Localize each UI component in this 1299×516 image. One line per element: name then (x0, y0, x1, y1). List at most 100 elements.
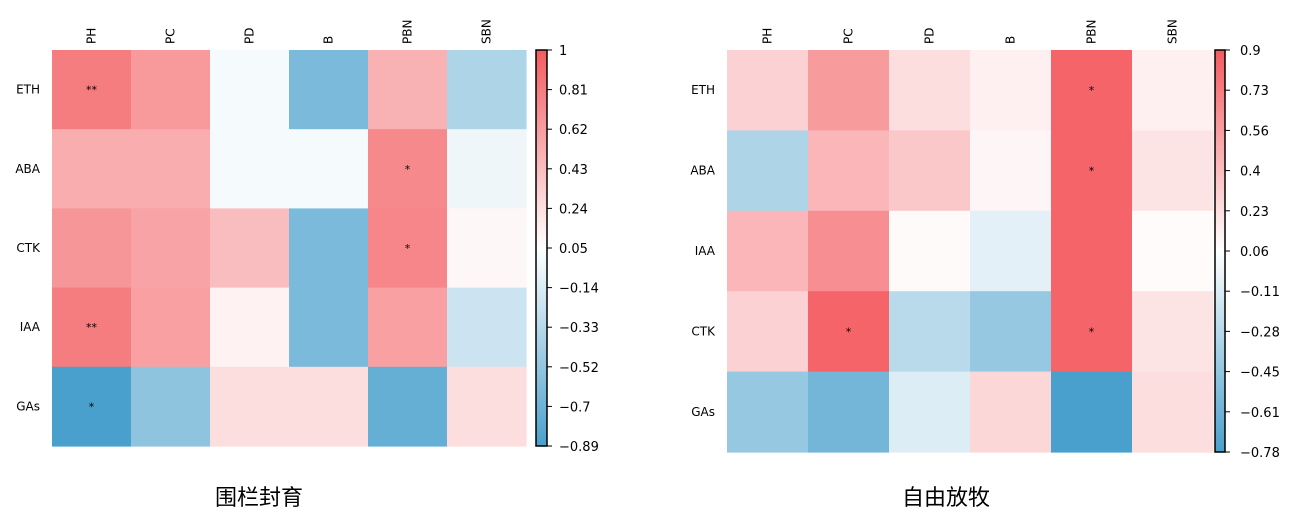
heatmap-cell (368, 208, 448, 289)
heatmap-cell (289, 129, 369, 209)
heatmap-cell (727, 371, 809, 453)
row-label: ETH (16, 83, 40, 97)
column-label: PBN (401, 20, 415, 44)
colorbar-tick-label: −0.78 (1240, 446, 1280, 461)
colorbar-tick-label: 0.43 (559, 163, 588, 178)
colorbar-tick-label: 1 (559, 44, 567, 59)
colorbar (1214, 49, 1226, 453)
column-label: PD (923, 28, 937, 44)
panel-title: 自由放牧 (902, 486, 990, 511)
colorbar-tick-label: −0.14 (559, 282, 599, 297)
row-label: ETH (691, 83, 715, 97)
heatmap-cell (447, 287, 527, 368)
column-label: PH (85, 28, 99, 44)
column-label: PH (761, 28, 775, 44)
row-label: IAA (695, 244, 716, 258)
significance-marker: * (405, 242, 411, 255)
heatmap-cell (970, 50, 1052, 131)
colorbar-tick-label: 0.56 (1240, 124, 1269, 139)
heatmap-cell (808, 371, 890, 453)
colorbar-tick-label: −0.52 (559, 361, 599, 376)
heatmap-cell (131, 50, 211, 130)
heatmap-cell (727, 130, 809, 212)
colorbar-tick-label: 0.23 (1240, 205, 1269, 220)
colorbar-tick-label: 0.06 (1240, 245, 1269, 260)
colorbar-tick-label: −0.45 (1240, 366, 1280, 381)
heatmap-cell (889, 371, 971, 453)
heatmap-cell (368, 287, 448, 368)
heatmap-cell (131, 287, 211, 368)
significance-marker: * (405, 163, 411, 176)
heatmap-cell (210, 129, 290, 209)
heatmap-cell (1051, 130, 1133, 212)
heatmap-cell (52, 50, 132, 130)
column-label: PD (243, 28, 257, 44)
heatmap-cell (970, 130, 1052, 212)
heatmap-cell (52, 208, 132, 289)
colorbar-tick-label: −0.28 (1240, 325, 1280, 340)
colorbar-tick-label: −0.33 (559, 321, 599, 336)
heatmap-cell (889, 210, 971, 292)
heatmap-panel-grazing: * * * * PH PC PD B PBN SBN ETH ABA IAA CTK GAs 0.9 0.73 0… (690, 19, 1280, 511)
heatmap-cell (1132, 291, 1214, 373)
heatmap-cell (289, 287, 369, 368)
colorbar-tick-label: 0.62 (559, 123, 588, 138)
row-label: GAs (16, 399, 40, 413)
heatmap-cell (808, 291, 890, 373)
heatmap-panel-fenced: *******PH PC PD B PBN SBNETHABACTKIAAGAs10.81… (15, 19, 599, 511)
heatmap-cell (447, 208, 527, 289)
significance-marker: ** (86, 321, 98, 334)
significance-marker: * (1089, 165, 1095, 178)
heatmap-cell (889, 291, 971, 373)
colorbar-tick-label: 0.24 (559, 202, 588, 217)
row-label: ABA (690, 164, 715, 178)
colorbar-tick-label: −0.11 (1240, 285, 1280, 300)
heatmap-cell (131, 366, 211, 447)
colorbar-tick-label: 0.4 (1240, 165, 1261, 180)
row-label: GAs (691, 405, 715, 419)
colorbar-tick-label: 0.9 (1240, 44, 1261, 59)
heatmap-cell (727, 50, 809, 131)
significance-marker: * (1089, 325, 1095, 338)
heatmap-cell (727, 291, 809, 373)
significance-marker: * (89, 400, 95, 413)
significance-marker: ** (86, 84, 98, 97)
heatmap-cell (52, 129, 132, 209)
panel-title: 围栏封育 (215, 486, 303, 511)
heatmap-cell (289, 208, 369, 289)
heatmap-cell (1051, 291, 1133, 373)
column-label: PBN (1085, 20, 1099, 44)
heatmap-cell (889, 50, 971, 131)
significance-marker: * (846, 325, 852, 338)
column-label: SBN (1166, 19, 1180, 44)
colorbar-tick-label: −0.7 (559, 400, 591, 415)
heatmap-cell (52, 366, 132, 447)
row-label: CTK (691, 324, 716, 338)
heatmap-cell (210, 208, 290, 289)
heatmap-cell (1132, 210, 1214, 292)
heatmap-cell (210, 366, 290, 447)
heatmap-cell (1132, 371, 1214, 453)
heatmap-cell (1132, 50, 1214, 131)
heatmap-cell (970, 371, 1052, 453)
heatmap-cell (447, 366, 527, 447)
heatmap-cell (131, 208, 211, 289)
heatmap-cell (447, 50, 527, 130)
heatmap-cell (1051, 50, 1133, 131)
column-label: B (322, 36, 336, 44)
column-label: SBN (480, 19, 494, 44)
colorbar-tick-label: −0.61 (1240, 406, 1280, 421)
significance-marker: * (1089, 84, 1095, 97)
heatmap-cell (808, 130, 890, 212)
colorbar-tick-label: −0.89 (559, 440, 599, 455)
heatmap-cell (52, 287, 132, 368)
colorbar-tick-label: 0.73 (1240, 84, 1269, 99)
row-label: IAA (20, 320, 41, 334)
colorbar-tick-label: 0.81 (559, 84, 588, 99)
row-label: CTK (16, 241, 41, 255)
heatmap-cell (289, 50, 369, 130)
heatmap-cell (1132, 130, 1214, 212)
heatmap-cell (889, 130, 971, 212)
colorbar (535, 49, 548, 447)
